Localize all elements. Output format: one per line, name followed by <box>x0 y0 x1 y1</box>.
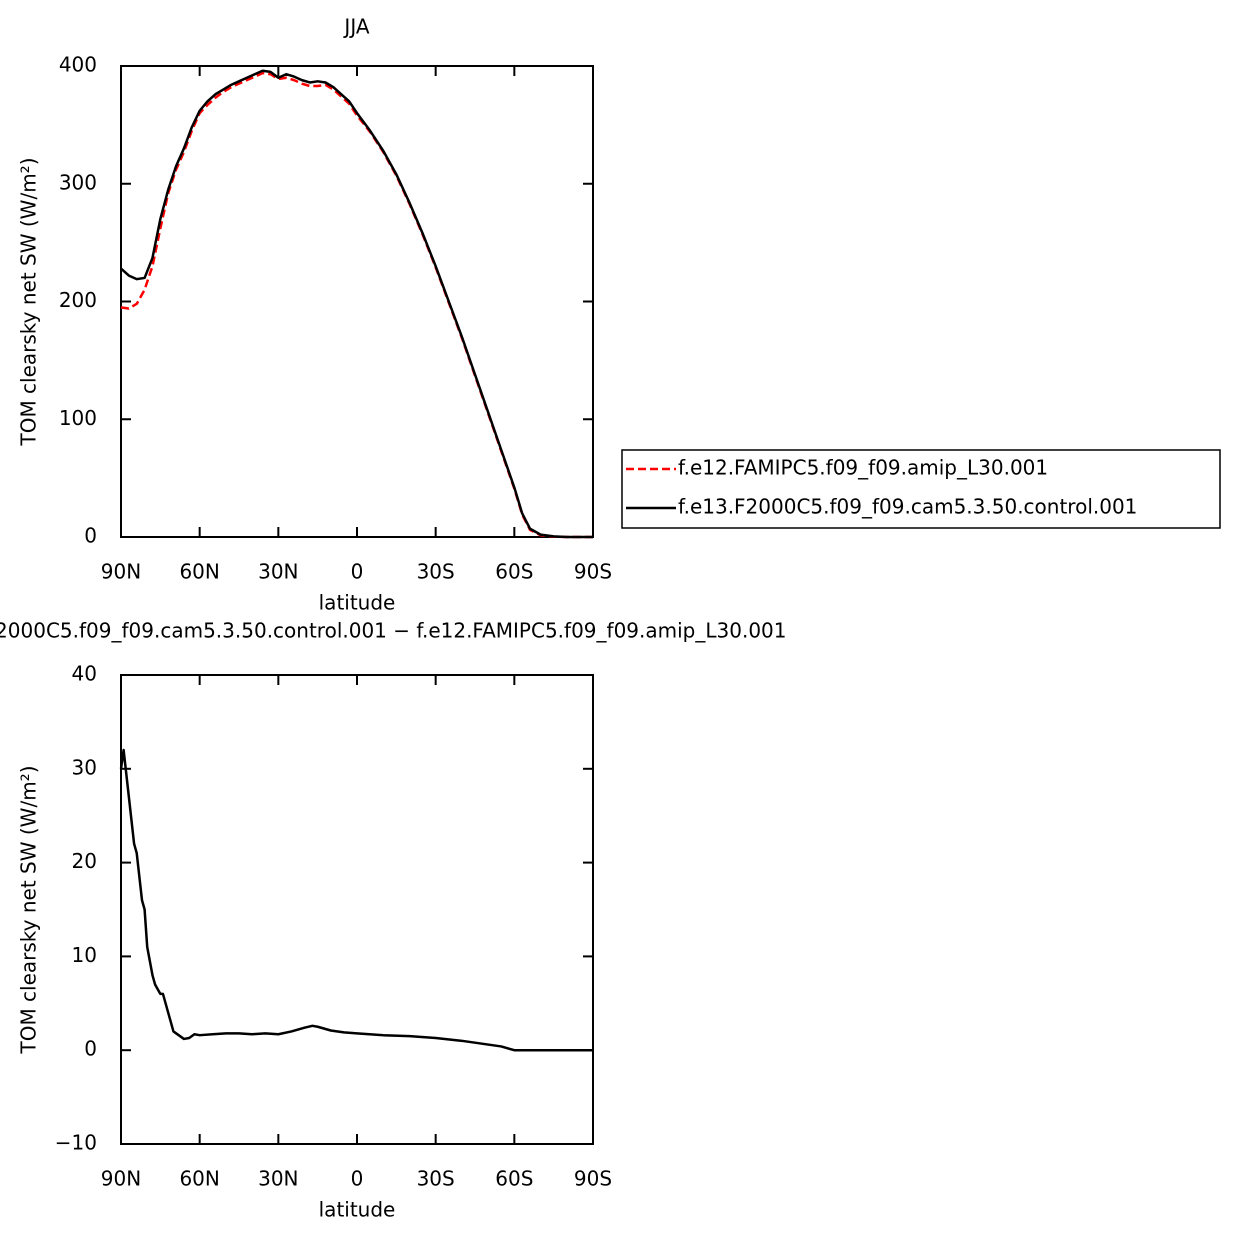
y-tick-label: 10 <box>72 943 97 967</box>
series-line <box>120 69 593 539</box>
series-line <box>119 748 593 1052</box>
y-tick-label: 300 <box>59 170 97 194</box>
x-tick-label: 90S <box>574 560 612 584</box>
chart-title: f.e13.F2000C5.f09_f09.cam5.3.50.control.… <box>0 619 787 643</box>
x-axis-label: latitude <box>319 591 396 615</box>
y-axis-label: TOM clearsky net SW (W/m²) <box>17 765 41 1054</box>
chart-title: JJA <box>342 15 369 39</box>
y-tick-label: 200 <box>59 288 97 312</box>
x-tick-label: 0 <box>351 1167 364 1191</box>
x-tick-label: 0 <box>351 560 364 584</box>
series-line <box>120 71 593 539</box>
y-tick-label: −10 <box>55 1131 97 1155</box>
x-tick-label: 30N <box>258 560 298 584</box>
y-tick-label: 40 <box>72 662 97 686</box>
legend-label: f.e12.FAMIPC5.f09_f09.amip_L30.001 <box>678 456 1048 480</box>
x-tick-label: 30N <box>258 1167 298 1191</box>
x-axis-label: latitude <box>319 1198 396 1222</box>
y-tick-label: 0 <box>84 1037 97 1061</box>
x-tick-label: 90N <box>101 1167 141 1191</box>
y-tick-label: 100 <box>59 406 97 430</box>
x-tick-label: 90N <box>101 560 141 584</box>
legend-label: f.e13.F2000C5.f09_f09.cam5.3.50.control.… <box>678 495 1137 519</box>
x-tick-label: 60N <box>179 560 219 584</box>
x-tick-label: 90S <box>574 1167 612 1191</box>
x-tick-label: 30S <box>417 560 455 584</box>
y-tick-label: 30 <box>72 755 97 779</box>
x-tick-label: 60S <box>495 560 533 584</box>
x-tick-label: 30S <box>417 1167 455 1191</box>
x-tick-label: 60S <box>495 1167 533 1191</box>
plot-frame <box>120 65 594 538</box>
plot-frame <box>120 674 594 1145</box>
legend-box <box>621 449 1221 529</box>
y-axis-label: TOM clearsky net SW (W/m²) <box>17 157 41 446</box>
x-tick-label: 60N <box>179 1167 219 1191</box>
y-tick-label: 400 <box>59 53 97 77</box>
y-tick-label: 20 <box>72 849 97 873</box>
y-tick-label: 0 <box>84 524 97 548</box>
